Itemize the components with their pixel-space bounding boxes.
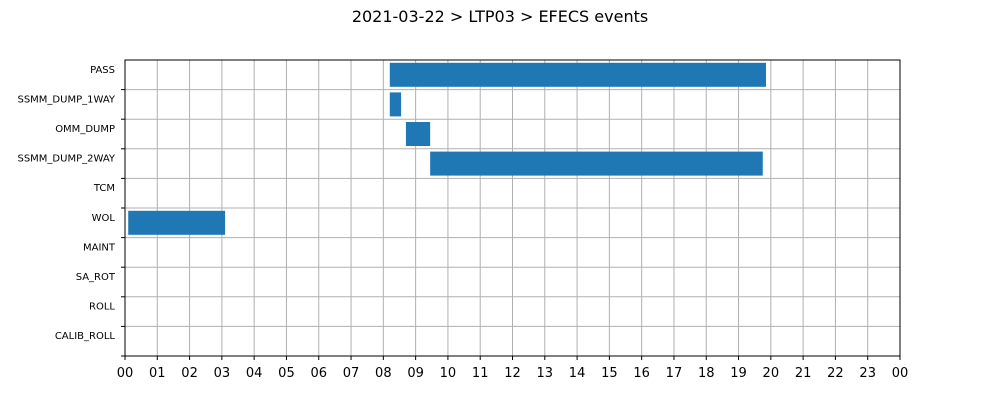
x-tick-label: 04 (246, 366, 263, 381)
interval-bar-ssmm-dump-2way (430, 151, 763, 176)
x-tick-label: 11 (472, 366, 489, 381)
x-tick-label: 06 (310, 366, 327, 381)
x-tick-label: 13 (537, 366, 554, 381)
x-tick-label: 10 (440, 366, 457, 381)
bar-layer (128, 62, 766, 235)
x-tick-label: 00 (117, 366, 134, 381)
x-tick-label: 22 (827, 366, 844, 381)
interval-bar-pass (389, 62, 766, 87)
grid-layer (124, 60, 901, 356)
x-tick-label: 01 (149, 366, 166, 381)
x-tick-label: 08 (375, 366, 392, 381)
y-tick-label: SSMM_DUMP_2WAY (17, 154, 115, 165)
x-tick-label: 16 (633, 366, 650, 381)
x-tick-label: 03 (214, 366, 231, 381)
x-tick-label: 15 (601, 366, 618, 381)
x-tick-label: 12 (504, 366, 521, 381)
interval-bar-wol (128, 210, 226, 235)
x-tick-label: 09 (407, 366, 424, 381)
x-tick-label: 20 (763, 366, 780, 381)
y-tick-label: SSMM_DUMP_1WAY (17, 94, 115, 105)
interval-bar-omm-dump (405, 122, 431, 146)
y-axis: PASS SSMM_DUMP_1WAY OMM_DUMP SSMM_DUMP_2WAY… (17, 65, 125, 357)
chart-title: 2021-03-22 > LTP03 > EFECS events (352, 7, 648, 26)
x-tick-label: 14 (569, 366, 586, 381)
y-tick-label: OMM_DUMP (55, 124, 115, 135)
x-axis: 00 01 02 03 04 05 06 07 08 09 10 11 12 13 14 15 16 17 18 19… (117, 356, 909, 381)
x-tick-label: 07 (343, 366, 360, 381)
y-tick-label: ROLL (89, 302, 115, 313)
y-tick-label: CALIB_ROLL (55, 331, 116, 342)
x-tick-label: 23 (859, 366, 876, 381)
y-tick-label: MAINT (83, 242, 116, 253)
y-tick-label: TCM (93, 183, 115, 194)
x-tick-label: 18 (698, 366, 715, 381)
y-tick-label: SA_ROT (76, 272, 116, 283)
interval-bar-ssmm-dump-1way (389, 92, 402, 117)
x-tick-label: 21 (795, 366, 812, 381)
x-tick-label: 02 (181, 366, 198, 381)
y-tick-label: WOL (92, 213, 116, 224)
x-tick-label: 19 (730, 366, 747, 381)
y-tick-label: PASS (90, 65, 115, 76)
x-tick-label: 17 (666, 366, 683, 381)
x-tick-label: 00 (892, 366, 909, 381)
x-tick-label: 05 (278, 366, 295, 381)
